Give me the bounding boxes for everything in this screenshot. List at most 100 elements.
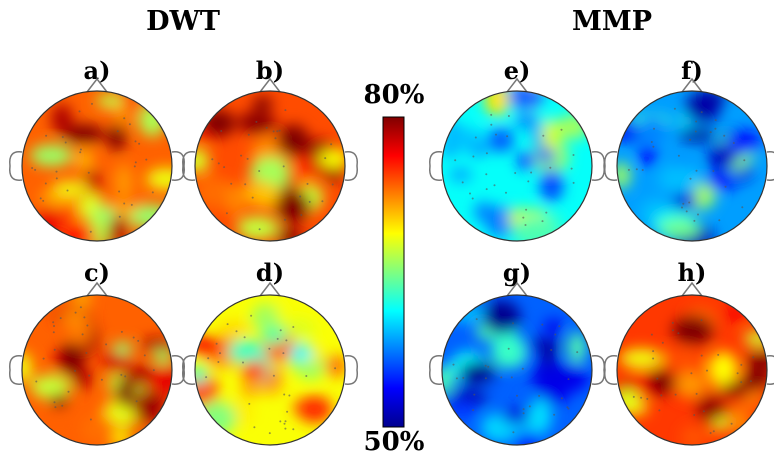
electrode-dot <box>274 137 277 140</box>
electrode-dot <box>87 171 90 174</box>
electrode-dot <box>749 380 752 383</box>
activation-blob <box>515 114 540 130</box>
electrode-dot <box>265 126 268 129</box>
activation-blob <box>196 401 237 437</box>
activation-blob <box>58 342 85 375</box>
electrode-dot <box>59 317 62 320</box>
electrode-dot <box>66 189 69 192</box>
activation-blob <box>637 116 667 143</box>
ear-outline <box>766 355 774 385</box>
activation-blob <box>501 408 535 424</box>
electrode-dot <box>308 200 311 203</box>
electrode-dot <box>650 333 653 336</box>
head-outline <box>616 294 768 446</box>
electrode-dot <box>284 218 286 221</box>
electrode-dot <box>152 369 155 372</box>
activation-blob <box>50 393 68 409</box>
activation-blob <box>746 352 767 369</box>
electrode-dot <box>514 172 517 174</box>
colorbar-min-label: 50% <box>363 427 425 457</box>
colorbar <box>382 116 405 428</box>
activation-blob <box>542 119 562 152</box>
activation-blob <box>52 181 89 196</box>
electrode-dot <box>215 342 218 345</box>
activation-blob <box>708 351 739 388</box>
head-map-h <box>604 281 774 446</box>
electrode-dot <box>242 361 244 364</box>
electrode-dot <box>284 427 287 430</box>
electrode-dot <box>472 409 475 412</box>
electrode-dot <box>61 136 64 138</box>
electrode-dot <box>134 161 137 164</box>
activation-blob <box>81 414 115 444</box>
electrode-dot <box>79 148 82 151</box>
activation-blob <box>639 144 657 167</box>
electrode-dot <box>718 219 721 222</box>
head-outline <box>21 90 173 242</box>
electrode-dot <box>282 165 285 168</box>
electrode-dot <box>67 390 70 393</box>
electrode-dot <box>268 432 271 435</box>
electrode-dot <box>34 168 37 171</box>
electrode-dot <box>677 332 680 335</box>
electrode-dot <box>53 325 55 327</box>
electrode-dot <box>507 347 510 350</box>
electrode-dot <box>55 170 58 173</box>
nose-outline <box>506 77 528 93</box>
electrode-dot <box>230 182 233 185</box>
activation-blob <box>446 126 481 153</box>
electrode-dot <box>474 136 477 139</box>
electrode-dot <box>576 351 579 354</box>
head-outline <box>194 294 346 446</box>
ear-outline <box>766 151 774 181</box>
electrode-dot <box>550 349 553 351</box>
activation-blob <box>568 331 586 364</box>
electrode-dot <box>53 348 56 351</box>
electrode-dot <box>741 206 744 209</box>
head-maps-group <box>9 77 774 446</box>
activation-blob <box>659 219 701 238</box>
ear-outline <box>429 355 443 385</box>
electrode-dot <box>484 364 487 367</box>
activation-blob <box>449 167 473 183</box>
electrode-dot <box>570 167 573 170</box>
activation-blob <box>60 311 89 325</box>
activation-blob <box>140 337 172 352</box>
activation-blob <box>507 91 545 109</box>
electrode-dot <box>724 185 727 188</box>
activation-blob <box>257 381 284 395</box>
electrode-dot <box>330 143 333 146</box>
electrode-dot <box>278 129 281 132</box>
electrode-dot <box>55 177 58 180</box>
activation-blob <box>727 129 763 155</box>
electrode-dot <box>133 165 136 168</box>
electrode-dot <box>235 330 238 333</box>
electrode-dot <box>709 131 712 134</box>
group-title-mmp: MMP <box>571 6 653 37</box>
electrode-dot <box>78 110 81 113</box>
activation-blob <box>195 373 219 406</box>
ear-outline <box>171 151 185 181</box>
electrode-dot <box>472 155 475 158</box>
electrode-dot <box>272 130 275 133</box>
electrode-dot <box>123 202 126 205</box>
electrode-dot <box>452 363 455 366</box>
electrode-dot <box>284 420 287 423</box>
electrode-dot <box>120 373 123 376</box>
electrode-dot <box>207 357 210 360</box>
head-outline <box>616 90 768 242</box>
electrode-dot <box>116 130 119 133</box>
electrode-dot <box>507 115 510 117</box>
electrode-dot <box>81 333 84 336</box>
activation-blob <box>115 164 133 201</box>
electrode-dot <box>279 329 282 332</box>
electrode-dot <box>695 120 698 123</box>
electrode-dot <box>61 404 64 407</box>
electrode-dot <box>689 138 692 141</box>
electrode-dot <box>243 336 246 339</box>
electrode-dot <box>490 113 493 116</box>
electrode-dot <box>123 117 126 120</box>
electrode-dot <box>714 127 717 130</box>
electrode-dot <box>485 188 488 191</box>
electrode-dot <box>652 350 655 353</box>
